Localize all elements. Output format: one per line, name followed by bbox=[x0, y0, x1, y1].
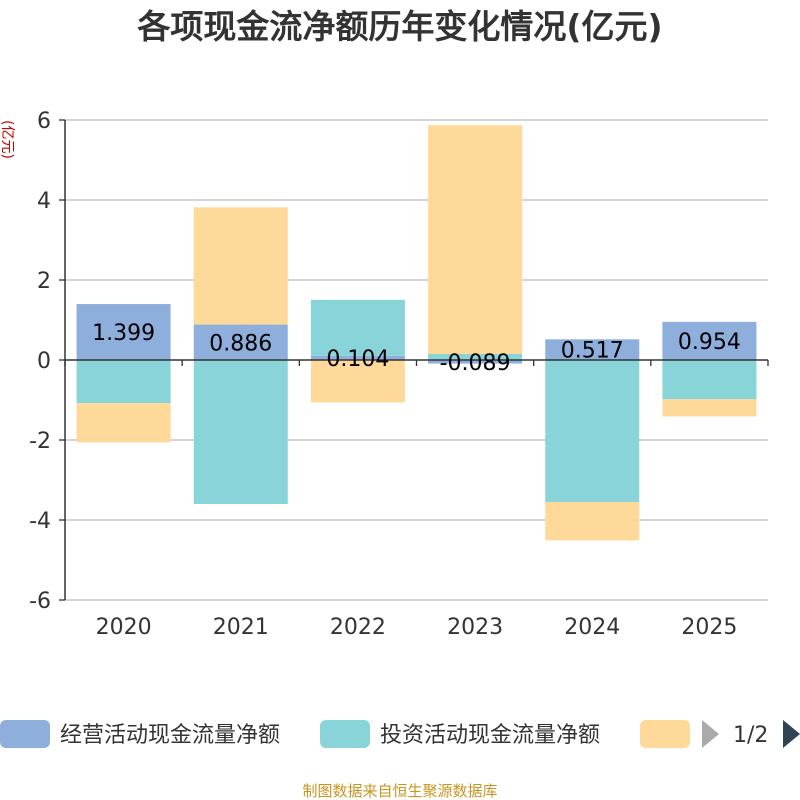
bar-series1-2025[interactable] bbox=[662, 321, 757, 360]
y-tick-label: -2 bbox=[29, 429, 51, 454]
y-tick-label: 4 bbox=[37, 189, 51, 214]
data-label: -0.089 bbox=[440, 351, 511, 376]
legend[interactable]: 经营活动现金流量净额 投资活动现金流量净额 1/2 bbox=[0, 720, 800, 748]
axes: 6 4 2 0 -2 -4 -6 2020 2021 2022 2023 2024 2025 bbox=[29, 109, 769, 640]
bar-series2-2024[interactable] bbox=[545, 360, 640, 502]
bar-series3-2020[interactable] bbox=[76, 403, 171, 443]
data-label: 0.104 bbox=[326, 347, 389, 372]
data-label: 0.517 bbox=[561, 339, 624, 364]
bar-series2-2021[interactable] bbox=[193, 360, 288, 504]
legend-prev-arrow-icon[interactable] bbox=[702, 720, 719, 748]
bar-series1-2024[interactable] bbox=[545, 339, 640, 360]
legend-swatch bbox=[320, 720, 370, 748]
x-tick-label: 2022 bbox=[330, 615, 386, 640]
x-tick-label: 2024 bbox=[564, 615, 620, 640]
legend-item-1[interactable]: 经营活动现金流量净额 bbox=[0, 720, 280, 748]
bar-series3-2025[interactable] bbox=[662, 399, 757, 417]
y-tick-label: -4 bbox=[29, 509, 51, 534]
bar-series1-2020[interactable] bbox=[76, 304, 171, 360]
legend-label: 经营活动现金流量净额 bbox=[60, 723, 280, 748]
bar-series1-2022[interactable] bbox=[310, 355, 405, 360]
y-tick-label: 2 bbox=[37, 269, 51, 294]
bar-series3-2021[interactable] bbox=[193, 207, 288, 325]
data-label: 0.886 bbox=[209, 331, 272, 356]
legend-label: 投资活动现金流量净额 bbox=[380, 723, 600, 748]
x-tick-label: 2025 bbox=[681, 615, 737, 640]
bar-series2-2023[interactable] bbox=[428, 354, 523, 360]
chart-title: 各项现金流净额历年变化情况(亿元) bbox=[136, 7, 662, 46]
bar-series1-2023[interactable] bbox=[428, 360, 523, 364]
legend-swatch bbox=[640, 720, 690, 748]
x-tick-label: 2021 bbox=[213, 615, 269, 640]
y-tick-label: 6 bbox=[37, 109, 51, 134]
legend-item-2[interactable]: 投资活动现金流量净额 bbox=[320, 720, 600, 748]
x-tick-label: 2020 bbox=[96, 615, 152, 640]
bar-series2-2020[interactable] bbox=[76, 360, 171, 404]
data-label: 1.399 bbox=[92, 321, 155, 346]
data-label: 0.954 bbox=[678, 330, 741, 355]
legend-swatch bbox=[0, 720, 50, 748]
legend-next-arrow-icon[interactable] bbox=[783, 720, 800, 748]
y-tick-label: 0 bbox=[37, 349, 51, 374]
x-tick-label: 2023 bbox=[447, 615, 503, 640]
legend-page-indicator: 1/2 bbox=[733, 723, 768, 748]
data-source-note: 制图数据来自恒生聚源数据库 bbox=[302, 782, 497, 800]
y-axis-unit-label: (亿元) bbox=[0, 120, 15, 159]
bar-series3-2023[interactable] bbox=[428, 125, 523, 354]
y-tick-label: -6 bbox=[29, 589, 51, 614]
grid-lines bbox=[65, 119, 768, 601]
bars bbox=[76, 125, 757, 541]
bar-series1-2021[interactable] bbox=[193, 324, 288, 360]
bar-series3-2022[interactable] bbox=[310, 360, 405, 403]
legend-item-3[interactable] bbox=[640, 720, 690, 748]
bar-series3-2024[interactable] bbox=[545, 502, 640, 541]
bar-series2-2025[interactable] bbox=[662, 360, 757, 400]
data-labels: 1.399 0.886 0.104 -0.089 0.517 0.954 bbox=[92, 321, 741, 376]
bar-series2-2022[interactable] bbox=[310, 299, 405, 356]
